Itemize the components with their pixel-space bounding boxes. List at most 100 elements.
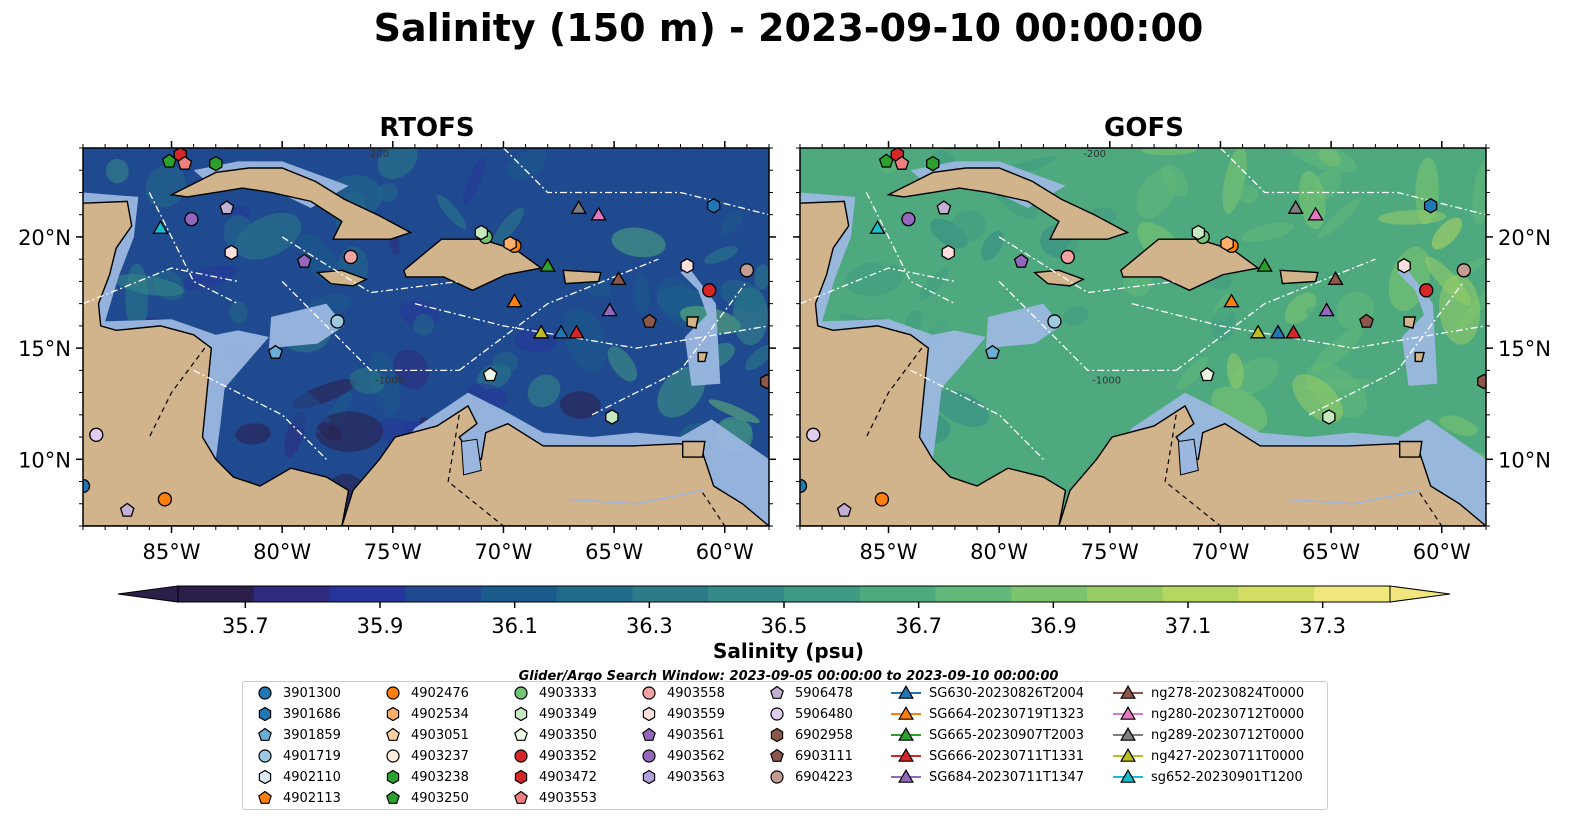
x-tick-label: 85°W: [143, 540, 201, 564]
legend-label: 3901300: [283, 685, 341, 701]
land-polygon: [225, 148, 279, 149]
legend-label: SG665-20230907T2003: [929, 727, 1085, 743]
colorbar-tick-label: 36.1: [491, 614, 538, 638]
station-marker: [209, 155, 223, 172]
land-polygon: [1403, 316, 1417, 329]
legend-entry: 4903350: [511, 725, 597, 745]
station-marker: [610, 270, 627, 286]
station-marker: [532, 324, 550, 339]
station-marker: [1256, 257, 1273, 272]
legend-entry: 4903563: [639, 767, 725, 787]
land-polygon: [681, 440, 706, 458]
station-marker: [806, 427, 821, 442]
legend-label: ng289-20230712T0000: [1151, 727, 1305, 743]
triangle-marker-icon: [891, 768, 921, 783]
station-marker: [570, 199, 587, 214]
legend-label: 4903051: [411, 727, 469, 743]
panel-title-gofs: GOFS: [1104, 113, 1184, 143]
legend-label: 4903553: [539, 790, 597, 806]
legend-entry: 4903352: [511, 746, 597, 766]
station-marker: [1477, 373, 1486, 390]
colorbar-segment: [1162, 586, 1239, 602]
legend-label: 6903111: [795, 748, 853, 764]
y-tick-label: 20°N: [18, 226, 71, 250]
map-rtofs: -200 -1000: [83, 148, 769, 526]
station-marker: [706, 198, 721, 214]
hexagon-marker-icon: [642, 706, 656, 722]
legend-entry: 4902110: [255, 767, 341, 787]
station-marker: [894, 155, 910, 170]
land-polygon: [686, 316, 700, 329]
station-marker: [1287, 199, 1304, 214]
legend-label: SG630-20230826T2004: [929, 685, 1085, 701]
colorbar-tick-label: 35.7: [222, 614, 269, 638]
hexagon-marker-icon: [386, 769, 400, 785]
station-marker: [177, 155, 193, 170]
station-marker: [1223, 293, 1240, 308]
legend-label: 4903238: [411, 769, 469, 785]
colorbar-tick-label: 37.1: [1165, 614, 1212, 638]
station-marker: [330, 314, 345, 329]
station-marker: [1220, 235, 1234, 252]
legend-entry: 3901686: [255, 704, 341, 724]
triangle-marker-icon: [891, 705, 921, 720]
station-marker: [1307, 206, 1324, 221]
x-tick-label: 70°W: [1191, 540, 1249, 564]
legend-label: 5906478: [795, 685, 853, 701]
station-marker: [1191, 224, 1206, 241]
triangle-marker-icon: [1113, 768, 1143, 783]
legend-entry: 4903250: [383, 788, 469, 808]
legend-label: SG666-20230711T1331: [929, 748, 1085, 764]
station-marker: [89, 427, 104, 442]
station-marker: [739, 263, 755, 278]
circle-marker-icon: [386, 749, 400, 763]
station-marker: [1249, 324, 1267, 339]
colorbar-segment: [632, 586, 709, 602]
x-tick-label: 80°W: [970, 540, 1028, 564]
legend-label: 4903250: [411, 790, 469, 806]
colorbar-segment: [556, 586, 633, 602]
legend-label: 4902476: [411, 685, 469, 701]
legend-entry: 3901300: [255, 683, 341, 703]
x-tick-label: 60°W: [696, 540, 754, 564]
hexagon-marker-icon: [258, 769, 272, 785]
station-marker: [474, 224, 489, 241]
x-tick-label: 70°W: [474, 540, 532, 564]
land-polygon: [1058, 404, 1486, 526]
station-marker: [184, 212, 199, 227]
legend-entry: 4902476: [383, 683, 469, 703]
legend-label: 4903237: [411, 748, 469, 764]
legend-label: ng427-20230711T0000: [1151, 748, 1305, 764]
station-marker: [1047, 314, 1062, 329]
isobath-label: -1000: [1092, 376, 1121, 387]
circle-marker-icon: [258, 749, 272, 763]
station-marker: [482, 366, 498, 382]
colorbar-segment: [1011, 586, 1088, 602]
y-tick-label: 15°N: [18, 337, 71, 361]
legend-label: 4903561: [667, 727, 725, 743]
station-marker: [296, 253, 312, 268]
y-tick-label: 15°N: [1498, 337, 1551, 361]
colorbar-tick-label: 36.9: [1030, 614, 1077, 638]
x-tick-label: 75°W: [364, 540, 422, 564]
station-marker: [642, 313, 657, 328]
circle-marker-icon: [514, 749, 528, 763]
station-marker: [985, 344, 1000, 359]
pentagon-marker-icon: [258, 790, 272, 804]
land-polygon: [886, 167, 1130, 240]
legend-entry: 4903558: [639, 683, 725, 703]
legend-label: 5906480: [795, 706, 853, 722]
legend-entry: SG666-20230711T1331: [891, 746, 1084, 766]
hexagon-marker-icon: [258, 706, 272, 722]
colorbar-label: Salinity (psu): [712, 639, 864, 663]
legend-entry: ng427-20230711T0000: [1113, 746, 1304, 766]
triangle-marker-icon: [891, 726, 921, 741]
map-frame: [799, 147, 1487, 527]
pentagon-marker-icon: [258, 727, 272, 741]
legend-label: 4903558: [667, 685, 725, 701]
station-marker: [506, 293, 523, 308]
legend-entry: 4903562: [639, 746, 725, 766]
hexagon-marker-icon: [514, 706, 528, 722]
station-marker: [1199, 366, 1215, 382]
legend-entry: 5906478: [767, 683, 853, 703]
